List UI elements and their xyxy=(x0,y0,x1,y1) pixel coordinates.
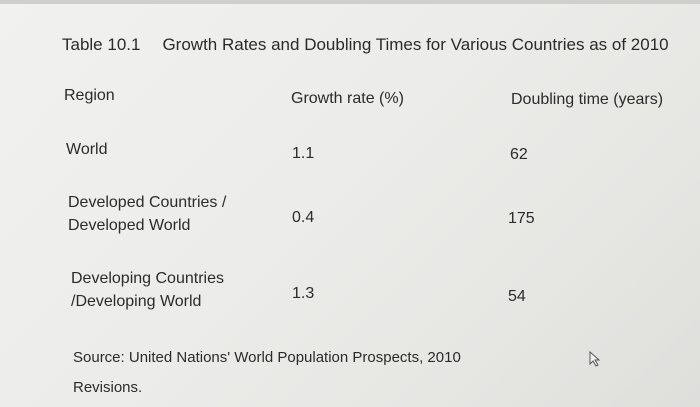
source-note: Source: United Nations' World Population… xyxy=(73,349,461,396)
row-developed-region: Developed Countries / Developed World xyxy=(68,194,227,234)
header-doubling-time: Doubling time (years) xyxy=(511,91,664,108)
header-region: Region xyxy=(64,87,115,104)
row-world-growth-rate: 1.1 xyxy=(292,145,315,162)
table-title: Growth Rates and Doubling Times for Vari… xyxy=(162,35,669,54)
row-developing-region: Developing Countries /Developing World xyxy=(71,270,224,310)
row-world-region: World xyxy=(66,141,108,158)
table-caption: Table 10.1 Growth Rates and Doubling Time… xyxy=(62,35,669,55)
header-growth-rate: Growth rate (%) xyxy=(291,90,404,107)
row-developing-growth-rate: 1.3 xyxy=(292,285,315,302)
row-developing-doubling-time: 54 xyxy=(508,288,526,305)
row-world-doubling-time: 62 xyxy=(510,146,528,163)
row-developed-growth-rate: 0.4 xyxy=(292,209,315,226)
table-number: Table 10.1 xyxy=(62,35,141,54)
mouse-pointer-icon xyxy=(589,350,601,367)
page-top-edge xyxy=(0,0,700,4)
row-developed-doubling-time: 175 xyxy=(508,210,535,227)
